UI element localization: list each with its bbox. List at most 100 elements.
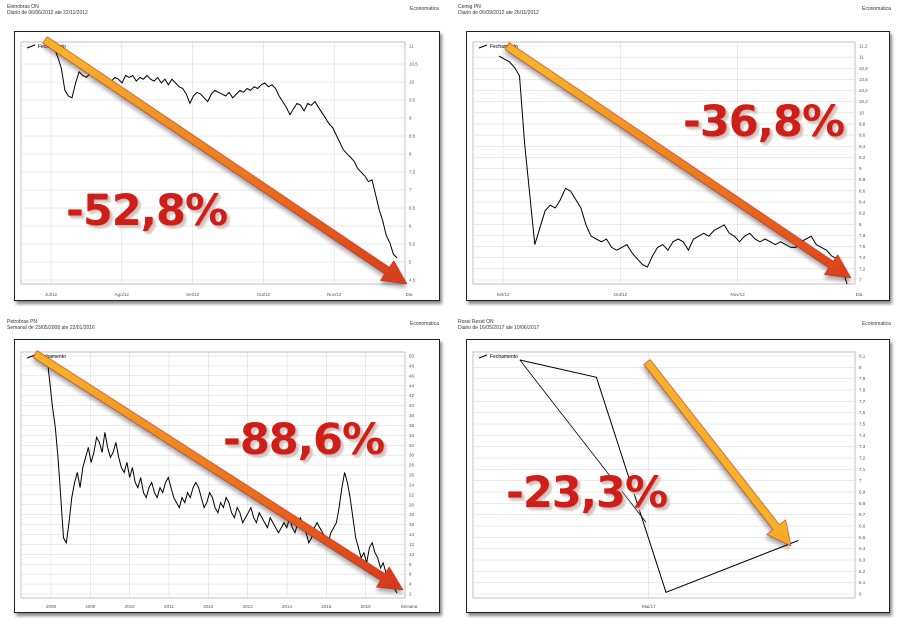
y-tick-label: 9,2 bbox=[859, 155, 866, 160]
y-tick-label: 10,2 bbox=[859, 99, 868, 104]
y-tick-label: 7,2 bbox=[859, 266, 866, 271]
y-tick-label: 7,8 bbox=[859, 233, 866, 238]
x-tick-label: Out/12 bbox=[614, 292, 628, 297]
y-tick-label: 4,5 bbox=[409, 278, 416, 283]
y-tick-label: 10 bbox=[409, 552, 415, 557]
trend-arrow bbox=[42, 36, 408, 285]
chart-svg: 11 10,5 10 9,5 9 8,5 8 7,5 7 6,5 6 5,5 5 4,5 Jul/12 Ago… bbox=[20, 36, 418, 297]
y-tick-label: 9,5 bbox=[409, 98, 416, 103]
y-tick-label: 8 bbox=[409, 562, 412, 567]
y-tick-label: 20 bbox=[409, 502, 415, 507]
y-tick-label: 7 bbox=[409, 188, 412, 193]
chart-svg: 11,2 11 10,8 10,6 10,4 10,2 10 9,8 9,6 9,4 9,2 9 8,8… bbox=[472, 41, 868, 297]
y-tick-label: 9,8 bbox=[859, 122, 866, 127]
x-tick-label: Dia bbox=[406, 292, 413, 297]
x-tick-label: Out/12 bbox=[257, 292, 271, 297]
y-tick-label: 8,8 bbox=[859, 177, 866, 182]
y-tick-label: 36 bbox=[409, 423, 415, 428]
y-tick-label: 50 bbox=[409, 354, 415, 359]
y-tick-label: 32 bbox=[409, 443, 415, 448]
legend-label: Fechamento bbox=[38, 354, 66, 360]
plot-area bbox=[20, 41, 406, 285]
x-tick-label: 2011 bbox=[164, 604, 174, 609]
y-tick-label: 6,7 bbox=[859, 512, 866, 517]
y-tick-label: 30 bbox=[409, 453, 415, 458]
brand-label: Economatica bbox=[862, 6, 891, 12]
y-tick-label: 14 bbox=[409, 532, 415, 537]
y-tick-label: 6,4 bbox=[859, 546, 866, 551]
chart-svg: 8,1 8 7,9 7,8 7,7 7,6 7,5 7,4 7,3 7,2 7,1 7 6,9 6,8 6,… bbox=[472, 351, 866, 609]
y-tick-label: 7,5 bbox=[409, 170, 416, 175]
legend-swatch bbox=[26, 354, 36, 359]
y-tick-label: 6,9 bbox=[859, 490, 866, 495]
x-tick-label: Ago/12 bbox=[115, 292, 130, 297]
y-tick-label: 8,4 bbox=[859, 200, 866, 205]
y-tick-label: 6,3 bbox=[859, 558, 866, 563]
x-tick-label: 2008 bbox=[46, 604, 57, 609]
trend-arrow-shape bbox=[504, 42, 852, 279]
y-tick-label: 7,5 bbox=[859, 422, 866, 427]
y-tick-label: 9,4 bbox=[859, 144, 866, 149]
y-tick-label: 46 bbox=[409, 373, 415, 378]
change-label: -52,8% bbox=[66, 186, 228, 236]
y-tick-label: 7,6 bbox=[859, 410, 866, 415]
y-tick-label: 9,6 bbox=[859, 133, 866, 138]
chart-subtitle: Semanal de 23/05/2008 ate 22/01/2016 bbox=[7, 325, 95, 331]
y-tick-label: 18 bbox=[409, 512, 415, 517]
y-tick-label: 7,1 bbox=[859, 467, 866, 472]
plot-area bbox=[472, 351, 856, 599]
legend-label: Fechamento bbox=[490, 44, 518, 50]
y-tick-label: 6,2 bbox=[859, 569, 866, 574]
y-tick-label: 5 bbox=[409, 260, 412, 265]
x-tick-label: 2009 bbox=[85, 604, 96, 609]
chart-frame: 11,2 11 10,8 10,6 10,4 10,2 10 9,8 9,6 9,4 9,2 9 8,8… bbox=[466, 31, 890, 301]
y-tick-label: 12 bbox=[409, 542, 415, 547]
brand-label: Economatica bbox=[862, 321, 891, 327]
trend-arrow-shape bbox=[42, 36, 408, 285]
x-tick-label: 2015 bbox=[321, 604, 332, 609]
y-tick-label: 6,8 bbox=[859, 501, 866, 506]
x-tick-label: Dia bbox=[856, 292, 863, 297]
y-tick-label: 7,6 bbox=[859, 244, 866, 249]
y-tick-label: 42 bbox=[409, 393, 415, 398]
y-tick-label: 8 bbox=[859, 222, 862, 227]
y-tick-label: 7,3 bbox=[859, 444, 866, 449]
x-tick-label: 2012 bbox=[203, 604, 214, 609]
y-tick-label: 8,5 bbox=[409, 134, 416, 139]
series-line bbox=[498, 55, 848, 285]
chart-svg: 5048464442403836343230282624222018161412… bbox=[20, 350, 418, 609]
change-label: -36,8% bbox=[683, 97, 845, 147]
y-tick-label: 8 bbox=[409, 152, 412, 157]
legend-label: Fechamento bbox=[490, 354, 518, 360]
chart-subtitle: Diario de 06/09/2012 ate 26/11/2012 bbox=[458, 10, 539, 16]
y-tick-label: 6,1 bbox=[859, 580, 866, 585]
x-tick-label: 2013 bbox=[243, 604, 254, 609]
brand-label: Economatica bbox=[410, 6, 439, 12]
y-tick-label: 7,9 bbox=[859, 376, 866, 381]
chart-title: Eletrobras ON bbox=[7, 4, 39, 10]
y-tick-label: 6,6 bbox=[859, 524, 866, 529]
y-tick-label: 6 bbox=[409, 572, 412, 577]
x-tick-label: 2016 bbox=[361, 604, 372, 609]
legend-swatch bbox=[478, 354, 488, 359]
y-tick-label: 5,5 bbox=[409, 242, 416, 247]
y-tick-label: 38 bbox=[409, 413, 415, 418]
y-tick-label: 6 bbox=[409, 224, 412, 229]
y-tick-label: 10,5 bbox=[409, 62, 418, 67]
brand-label: Economatica bbox=[410, 321, 439, 327]
chart-frame: 11 10,5 10 9,5 9 8,5 8 7,5 7 6,5 6 5,5 5 4,5 Jul/12 Ago… bbox=[14, 31, 440, 301]
series-line bbox=[519, 359, 799, 593]
trend-arrow bbox=[643, 359, 792, 547]
y-tick-label: 16 bbox=[409, 522, 415, 527]
y-tick-label: 10,6 bbox=[859, 77, 868, 82]
trend-arrow-shape bbox=[643, 359, 792, 547]
y-tick-label: 7,7 bbox=[859, 399, 866, 404]
x-tick-label: 2010 bbox=[125, 604, 136, 609]
chart-subtitle: Diario de 06/06/2012 ate 22/11/2012 bbox=[7, 10, 88, 16]
chart-title: Petrobras PN bbox=[7, 319, 38, 325]
y-tick-label: 8,6 bbox=[859, 188, 866, 193]
y-tick-label: 48 bbox=[409, 363, 415, 368]
chart-frame: 8,1 8 7,9 7,8 7,7 7,6 7,5 7,4 7,3 7,2 7,1 7 6,9 6,8 6,… bbox=[466, 339, 890, 613]
y-tick-label: 10 bbox=[859, 110, 865, 115]
x-tick-label: Semana bbox=[401, 604, 418, 609]
